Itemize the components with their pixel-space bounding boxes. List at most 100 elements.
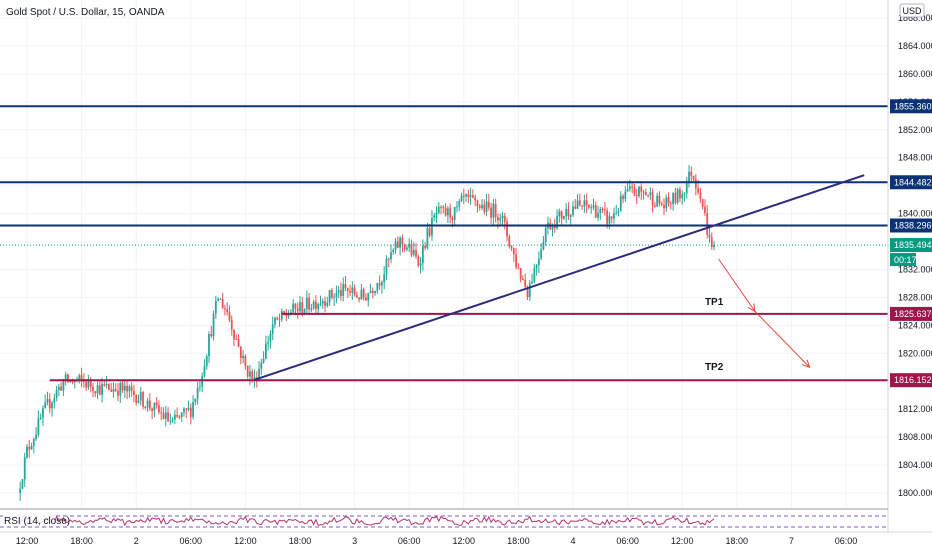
candle-body: [217, 298, 219, 301]
candle-body: [330, 290, 333, 298]
candle-body: [321, 301, 324, 304]
candle-body: [246, 365, 249, 377]
candle-body: [128, 386, 131, 392]
y-tick-label: 1820.000: [898, 348, 932, 358]
candle-body: [444, 207, 447, 216]
candle-body: [312, 301, 315, 309]
candle-body: [576, 200, 579, 209]
candle-body: [533, 268, 536, 282]
candle-body: [139, 392, 142, 401]
candle-body: [242, 355, 245, 359]
candle-body: [230, 319, 233, 330]
candle-body: [167, 412, 169, 421]
level-price-label: 1838.296: [894, 220, 932, 230]
candle-body: [458, 201, 461, 207]
candle-body: [649, 192, 652, 196]
candle-body: [208, 334, 210, 357]
candle-body: [187, 407, 190, 410]
candle-body: [685, 182, 688, 194]
candle-body: [467, 194, 470, 197]
candle-body: [226, 309, 229, 313]
candle-body: [344, 284, 347, 289]
y-tick-label: 1848.000: [898, 153, 932, 163]
time-axis[interactable]: 12:00 18:00 2 06:00 12:00 18:00 3 06:00 12:00 18:…: [16, 536, 858, 546]
candle-body: [210, 334, 213, 337]
candle-body: [299, 302, 301, 312]
candle-body: [472, 195, 474, 198]
candle-body: [87, 379, 90, 388]
candle-body: [137, 400, 140, 403]
candle-body: [692, 175, 695, 180]
candle-body: [606, 210, 609, 224]
candle-body: [371, 290, 374, 294]
candle-body: [171, 419, 174, 421]
candle-body: [469, 195, 472, 197]
candle-body: [642, 191, 645, 193]
candle-body: [310, 308, 313, 310]
candle-body: [474, 197, 477, 201]
candle-body: [699, 192, 702, 200]
candle-body: [669, 203, 672, 205]
candle-body: [667, 197, 670, 204]
candle-body: [133, 390, 135, 396]
candle-body: [644, 192, 647, 195]
candle-body: [506, 221, 508, 237]
candle-body: [98, 385, 101, 395]
candle-body: [531, 281, 533, 284]
candle-body: [524, 280, 527, 287]
candle-body: [365, 297, 367, 301]
candle-body: [319, 303, 322, 305]
rsi-label-bg: [3, 514, 55, 526]
candle-body: [244, 355, 247, 366]
level-price-box: [890, 175, 932, 190]
candle-body: [353, 287, 356, 295]
candle-body: [21, 479, 24, 489]
candle-body: [426, 228, 429, 248]
candle-body: [378, 283, 381, 286]
level-price-box: [890, 373, 932, 388]
rsi-label: RSI (14, close): [4, 516, 70, 527]
candle-body: [617, 210, 620, 213]
candle-body: [360, 289, 363, 300]
candle-body: [283, 311, 285, 315]
candle-body: [189, 407, 192, 417]
candle-body: [367, 293, 370, 301]
candle-body: [638, 186, 640, 197]
candle-body: [224, 308, 226, 310]
candle-body: [540, 249, 543, 259]
x-tick-label: 12:00: [16, 536, 39, 546]
candle-body: [558, 211, 561, 216]
candle-body: [512, 248, 515, 255]
candle-body: [551, 225, 554, 230]
candle-body: [553, 225, 556, 229]
candle-body: [349, 290, 351, 293]
rsi-line: [20, 515, 715, 527]
candle-body: [708, 234, 711, 238]
candle-body: [663, 205, 665, 209]
candle-body: [694, 179, 697, 189]
candle-body: [581, 205, 583, 207]
candle-body: [144, 406, 147, 408]
candle-body: [94, 391, 97, 394]
currency-badge[interactable]: [899, 3, 925, 18]
candle-body: [574, 206, 577, 209]
candle-body: [67, 374, 69, 382]
candle-body: [233, 329, 235, 340]
candle-body: [517, 267, 520, 269]
candle-body: [515, 254, 518, 268]
candle-body: [121, 383, 124, 391]
candle-body: [317, 304, 320, 309]
candle-body: [510, 246, 513, 249]
candle-body: [478, 206, 481, 208]
candle-body: [237, 339, 240, 347]
candle-body: [328, 290, 331, 303]
candle-body: [196, 387, 199, 399]
candle-body: [481, 204, 483, 208]
candle-body: [71, 380, 74, 383]
candle-body: [212, 313, 215, 337]
candle-body: [647, 194, 649, 196]
candle-body: [194, 398, 197, 403]
candle-body: [164, 412, 167, 420]
candle-body: [192, 402, 194, 417]
